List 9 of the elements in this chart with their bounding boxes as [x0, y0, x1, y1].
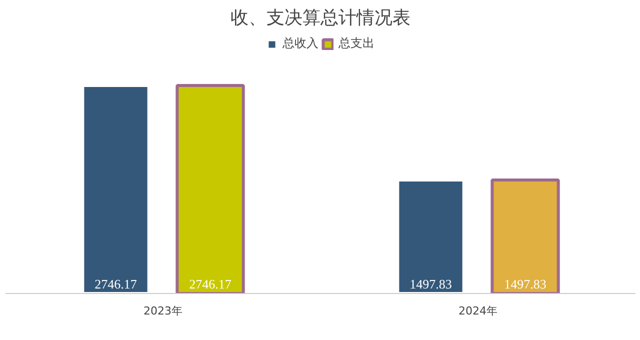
data-label: 2746.17	[189, 276, 232, 292]
data-label: 1497.83	[410, 276, 452, 292]
legend-label: 总支出	[338, 35, 374, 52]
legend-label: 总收入	[282, 35, 318, 52]
chart-title: 收、支决算总计情况表	[230, 8, 410, 28]
x-tick-label: 2023年	[144, 304, 183, 318]
data-label: 2746.17	[94, 276, 138, 292]
data-label: 1497.83	[504, 276, 546, 292]
x-tick-label: 2024年	[458, 304, 498, 318]
